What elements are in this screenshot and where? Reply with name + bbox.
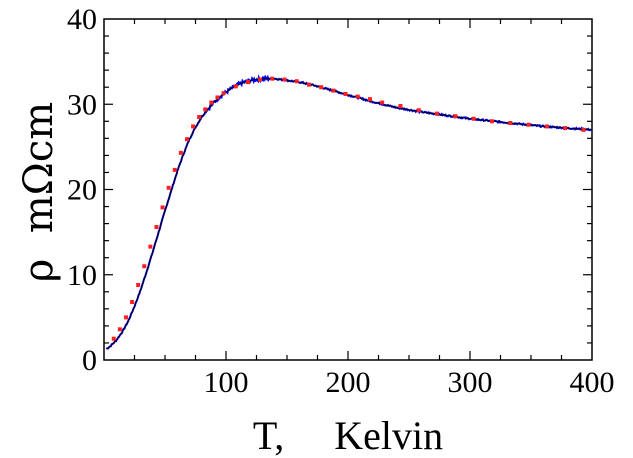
red-data-point: [148, 244, 153, 249]
fit-series-path: [106, 78, 593, 350]
red-data-point: [282, 77, 287, 82]
red-data-point: [191, 124, 196, 129]
y-tick-label: 0: [82, 344, 97, 377]
red-data-point: [258, 77, 263, 82]
series-red-markers: [111, 76, 586, 341]
red-data-point: [270, 76, 275, 81]
red-data-point: [294, 79, 299, 84]
axis-ticks: [104, 19, 592, 360]
red-data-point: [489, 119, 494, 124]
red-data-point: [343, 92, 348, 97]
blue-series-path: [105, 74, 593, 350]
x-tick-label: 200: [326, 366, 371, 399]
red-data-point: [111, 336, 116, 341]
red-data-point: [203, 107, 208, 112]
red-data-point: [367, 97, 372, 102]
red-data-point: [142, 264, 147, 269]
red-data-point: [581, 127, 586, 132]
series-blue-line: [105, 74, 593, 350]
y-tick-label: 40: [67, 3, 97, 36]
x-axis-label: T, Kelvin: [253, 413, 443, 458]
red-data-point: [508, 121, 513, 126]
red-data-point: [245, 80, 250, 85]
red-data-point: [172, 167, 177, 172]
red-data-point: [154, 225, 159, 230]
red-data-point: [435, 111, 440, 116]
plot-frame: [103, 18, 593, 361]
axis-tick-labels: 100 200 300 400 0 10 20 30 40: [67, 3, 615, 399]
red-data-point: [563, 126, 568, 131]
red-data-point: [166, 185, 171, 190]
red-data-point: [331, 88, 336, 93]
red-data-point: [130, 300, 135, 305]
red-data-point: [355, 94, 360, 99]
red-data-point: [136, 282, 141, 287]
x-tick-label: 100: [204, 366, 249, 399]
red-data-point: [319, 85, 324, 90]
red-data-point: [117, 327, 122, 332]
red-data-point: [380, 100, 385, 105]
y-tick-label: 10: [67, 259, 97, 292]
red-data-point: [123, 315, 128, 320]
red-data-point: [306, 82, 311, 87]
red-data-point: [209, 100, 214, 105]
red-data-point: [184, 137, 189, 142]
red-data-point: [197, 115, 202, 120]
red-data-point: [526, 122, 531, 127]
x-tick-label: 400: [570, 366, 615, 399]
red-data-point: [471, 116, 476, 121]
red-data-point: [544, 124, 549, 129]
y-tick-label: 20: [67, 174, 97, 207]
y-axis-label: ρ mΩcm: [16, 102, 62, 282]
red-data-point: [178, 150, 183, 155]
series-fit-line: [106, 78, 593, 350]
red-data-point: [221, 91, 226, 96]
red-data-point: [160, 205, 165, 210]
y-tick-label: 30: [67, 88, 97, 121]
red-data-point: [215, 95, 220, 100]
red-data-point: [416, 108, 421, 113]
red-data-point: [453, 114, 458, 119]
x-tick-label: 300: [448, 366, 493, 399]
red-data-point: [233, 84, 238, 89]
red-data-point: [398, 103, 403, 108]
